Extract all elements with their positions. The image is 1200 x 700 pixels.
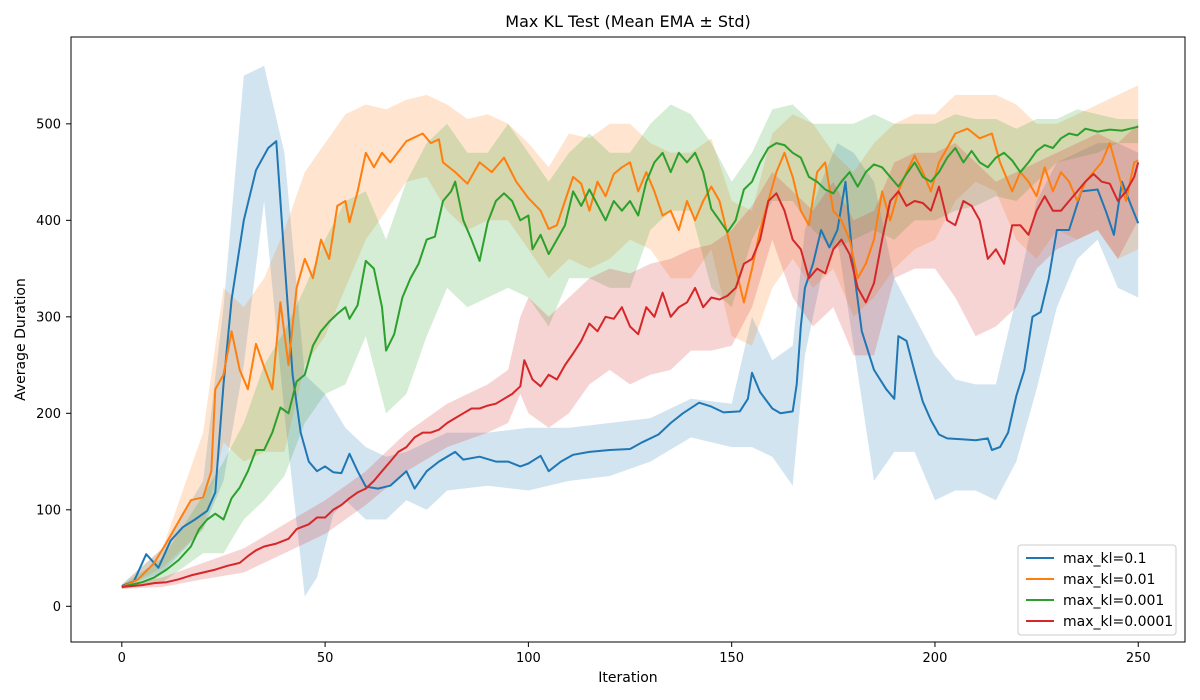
chart-title: Max KL Test (Mean EMA ± Std) — [505, 12, 750, 31]
x-tick-label: 0 — [118, 651, 126, 666]
y-axis-label: Average Duration — [13, 278, 29, 401]
y-tick-label: 0 — [53, 600, 61, 615]
legend-label: max_kl=0.01 — [1063, 572, 1155, 588]
y-tick-label: 200 — [36, 407, 61, 422]
series-line-max-kl-0-0001 — [121, 162, 1140, 588]
y-axis-ticks: 0 100 200 300 400 500 — [36, 117, 71, 615]
std-band-max-kl-0-01 — [121, 85, 1139, 589]
legend: max_kl=0.1 max_kl=0.01 max_kl=0.001 max_kl=… — [1017, 544, 1177, 636]
legend-label: max_kl=0.001 — [1063, 593, 1164, 609]
std-band-max-kl-0-1 — [121, 65, 1139, 597]
legend-label: max_kl=0.0001 — [1063, 614, 1173, 630]
x-axis-label: Iteration — [598, 670, 657, 686]
y-tick-label: 400 — [36, 214, 61, 229]
legend-label: max_kl=0.1 — [1063, 551, 1147, 567]
x-tick-label: 250 — [1126, 651, 1151, 666]
y-tick-label: 300 — [36, 310, 61, 325]
y-tick-label: 100 — [36, 503, 61, 518]
std-band-max-kl-0-0001 — [121, 123, 1139, 589]
x-tick-label: 50 — [317, 651, 334, 666]
x-tick-label: 150 — [719, 651, 744, 666]
series-line-max-kl-0-01 — [121, 127, 1139, 588]
x-tick-label: 100 — [516, 651, 541, 666]
legend-box — [1017, 544, 1177, 636]
series-line-max-kl-0-1 — [121, 140, 1140, 587]
series-lines — [121, 125, 1140, 588]
y-tick-label: 500 — [36, 117, 61, 132]
x-axis-ticks: 0 50 100 150 200 250 — [118, 642, 1151, 666]
series-line-max-kl-0-001 — [121, 125, 1139, 588]
plot-frame — [70, 36, 1186, 643]
x-tick-label: 200 — [923, 651, 948, 666]
